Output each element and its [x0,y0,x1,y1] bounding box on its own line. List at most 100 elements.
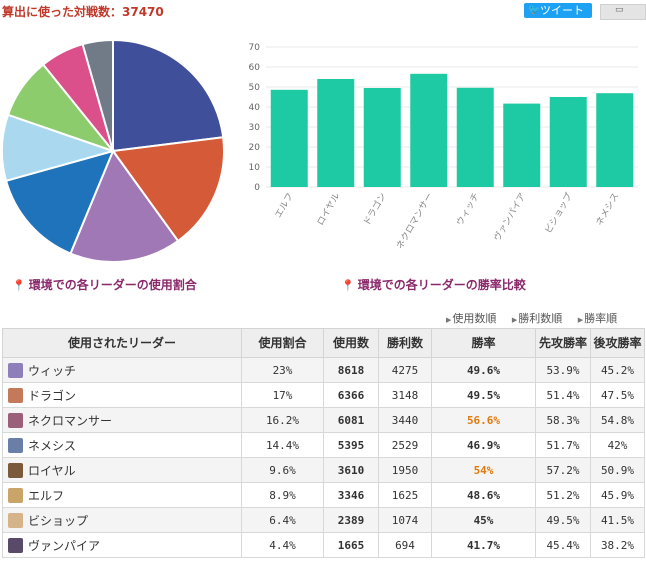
y-tick-label: 30 [249,123,261,133]
leader-winrate-bar-chart: 0 10 20 30 40 50 60 70 エルフ ロイヤル ドラゴン ネクロマンサー ウィッチ ヴァン… [249,43,638,251]
pie-slice [4,149,115,255]
y-tick-label: 20 [249,143,261,153]
leader-name: ロイヤル [28,463,76,478]
leader-name: ビショップ [28,513,89,528]
table-row: ヴァンパイア 4.4% 1665 694 41.7% 45.4% 38.2% [2,532,645,558]
table-row: ウィッチ 23% 8618 4275 49.6% 53.9% 45.2% [2,357,645,383]
wins-cell: 4275 [378,357,432,383]
column-header[interactable]: 使用割合 [241,328,324,358]
bookmark-icon: ▭ [615,5,624,15]
leader-portrait-icon [8,362,23,378]
wins-cell: 3148 [378,382,432,408]
winrate-bar [503,103,541,187]
winrate-bar [317,79,355,187]
play-icon: ▶ [577,316,584,324]
twitter-bird-icon: 🐦 [528,5,541,16]
sort-by-wins-link[interactable]: ▶勝利数順 [511,312,563,325]
usage-count-cell: 6366 [323,382,379,408]
first-turn-winrate-cell: 49.5% [535,507,591,533]
y-tick-label: 40 [249,103,261,113]
winrate-cell: 48.6% [431,482,536,508]
bookmark-button[interactable]: ▭ [600,4,646,20]
table-header-row: 使用されたリーダー 使用割合 使用数 勝利数 勝率 先攻勝率 後攻勝率 [2,328,645,358]
wins-cell: 1074 [378,507,432,533]
leader-portrait-icon [8,412,23,428]
winrate-cell: 45% [431,507,536,533]
winrate-bar [549,97,587,187]
usage-share-cell: 14.4% [241,432,324,458]
usage-share-cell: 17% [241,382,324,408]
leader-portrait-icon [8,387,23,403]
wins-cell: 2529 [378,432,432,458]
map-pin-icon: 📍 [341,279,355,292]
sort-by-usage-link[interactable]: ▶使用数順 [446,312,497,325]
x-tick-label: ビショップ [543,191,575,235]
leader-portrait-icon [8,512,23,528]
second-turn-winrate-cell: 45.2% [590,357,645,383]
column-header[interactable]: 勝利数 [378,328,432,358]
sort-by-winrate-link[interactable]: ▶勝率順 [577,312,618,325]
leader-cell: ロイヤル [2,457,242,483]
x-tick-label: ウィッチ [454,191,482,228]
x-tick-label: ロイヤル [316,192,343,228]
y-tick-label: 50 [249,83,261,93]
leader-name: ネメシス [28,438,77,453]
first-turn-winrate-cell: 58.3% [535,407,591,433]
pie-slice [111,136,225,243]
winrate-bar [596,93,634,187]
wins-cell: 1625 [378,482,432,508]
leader-name: ウィッチ [28,363,77,378]
x-tick-label: ヴァンパイア [491,191,528,244]
table-row: ドラゴン 17% 6366 3148 49.5% 51.4% 47.5% [2,382,645,408]
leader-cell: ビショップ [2,507,242,533]
first-turn-winrate-cell: 51.4% [535,382,591,408]
first-turn-winrate-cell: 57.2% [535,457,591,483]
table-row: エルフ 8.9% 3346 1625 48.6% 51.2% 45.9% [2,482,645,508]
column-header[interactable]: 後攻勝率 [590,328,645,358]
leader-portrait-icon [8,537,23,553]
tweet-button[interactable]: 🐦 ツイート [524,3,592,18]
winrate-cell: 54% [431,457,536,483]
y-tick-label: 70 [249,43,261,53]
pie-slice [81,38,114,152]
leader-portrait-icon [8,437,23,453]
winrate-bar [410,73,448,187]
leader-cell: ネメシス [2,432,242,458]
winrate-cell: 56.6% [431,407,536,433]
leader-portrait-icon [8,462,23,478]
usage-share-cell: 16.2% [241,407,324,433]
table-row: ビショップ 6.4% 2389 1074 45% 49.5% 41.5% [2,507,645,533]
second-turn-winrate-cell: 38.2% [590,532,645,558]
winrate-cell: 41.7% [431,532,536,558]
second-turn-winrate-cell: 47.5% [590,382,645,408]
leader-stats-table: 使用されたリーダー 使用割合 使用数 勝利数 勝率 先攻勝率 後攻勝率 ウィッチ… [2,328,645,558]
winrate-bar [363,88,401,187]
second-turn-winrate-cell: 54.8% [590,407,645,433]
column-header[interactable]: 使用数 [323,328,379,358]
leader-name: ネクロマンサー [28,413,113,428]
battle-count-title: 算出に使った対戦数：37470 [2,5,164,19]
second-turn-winrate-cell: 41.5% [590,507,645,533]
winrate-bar [456,87,494,187]
usage-count-cell: 1665 [323,532,379,558]
column-header[interactable]: 使用されたリーダー [2,328,242,358]
leader-name: エルフ [28,488,65,503]
second-turn-winrate-cell: 42% [590,432,645,458]
y-tick-label: 10 [249,163,261,173]
leader-cell: エルフ [2,482,242,508]
winrate-cell: 49.5% [431,382,536,408]
play-icon: ▶ [446,316,452,324]
column-header[interactable]: 先攻勝率 [535,328,591,358]
usage-count-cell: 5395 [323,432,379,458]
tweet-label: ツイート [540,4,584,17]
table-row: ネクロマンサー 16.2% 6081 3440 56.6% 58.3% 54.8% [2,407,645,433]
pie-slice [112,38,225,153]
column-header[interactable]: 勝率 [431,328,536,358]
usage-count-cell: 6081 [323,407,379,433]
leader-name: ヴァンパイア [28,538,101,553]
winrate-cell: 46.9% [431,432,536,458]
usage-count-cell: 8618 [323,357,379,383]
x-tick-label: エルフ [274,192,296,220]
leader-cell: ヴァンパイア [2,532,242,558]
first-turn-winrate-cell: 53.9% [535,357,591,383]
